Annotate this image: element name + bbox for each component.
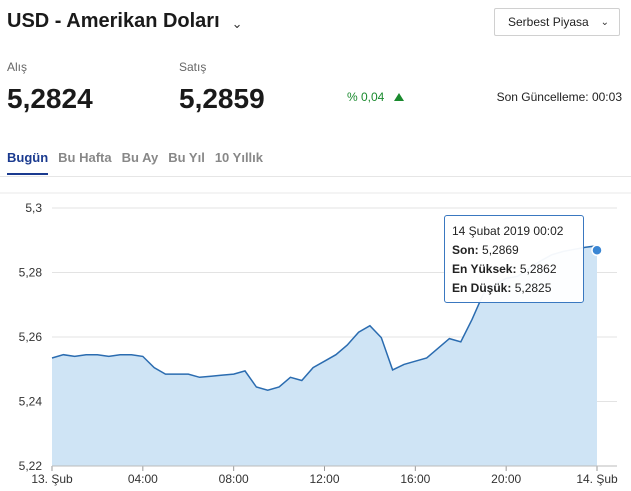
y-tick-label: 5,3 [25,201,42,215]
y-tick-label: 5,28 [19,266,43,280]
market-select[interactable]: Serbest Piyasa ⌄ [494,8,620,36]
x-tick-label: 12:00 [309,472,339,486]
x-tick-label: 13. Şub [31,472,73,486]
tooltip-son-label: Son: [452,243,479,257]
tooltip-son-value: 5,2869 [482,243,519,257]
x-tick-label: 04:00 [128,472,158,486]
y-tick-label: 5,22 [19,459,43,473]
tooltip-high-label: En Yüksek: [452,262,517,276]
tooltip-high-value: 5,2862 [519,262,557,276]
tooltip-date: 14 Şubat 2019 00:02 [452,224,564,238]
price-area [52,246,597,466]
last-update: Son Güncelleme: 00:03 [496,90,622,104]
tab-bu-yil[interactable]: Bu Yıl [168,150,205,165]
y-tick-label: 5,26 [19,330,43,344]
chart-tooltip: 14 Şubat 2019 00:02 Son: 5,2869 En Yükse… [444,215,584,303]
market-select-value: Serbest Piyasa [508,15,589,29]
triangle-up-icon [394,93,405,101]
tabs-divider [0,176,631,177]
tooltip-low-label: En Düşük: [452,281,512,295]
change-percent: % 0,04 [347,90,385,104]
tab-bugun[interactable]: Bugün [7,150,49,175]
buy-label: Alış [7,60,28,74]
tooltip-son-row: Son: 5,2869 [452,241,583,260]
chevron-down-icon[interactable]: ⌄ [231,15,243,31]
tab-bu-hafta[interactable]: Bu Hafta [58,150,112,165]
tooltip-high-row: En Yüksek: 5,2862 [452,260,583,279]
y-tick-label: 5,24 [19,395,43,409]
currency-title-row[interactable]: USD - Amerikan Doları ⌄ [7,10,243,33]
x-tick-label: 20:00 [491,472,521,486]
sell-label: Satış [179,60,207,74]
x-tick-label: 14. Şub [576,472,618,486]
tab-bu-ay[interactable]: Bu Ay [121,150,159,165]
tooltip-low-row: En Düşük: 5,2825 [452,279,583,298]
page-title: USD - Amerikan Doları [7,10,220,32]
change-indicator: % 0,04 [347,90,405,104]
period-tabs: Bugün Bu Hafta Bu Ay Bu Yıl 10 Yıllık [7,150,263,175]
sell-value: 5,2859 [179,83,265,114]
chevron-down-icon: ⌄ [600,16,609,28]
x-tick-label: 08:00 [219,472,249,486]
tab-10-yillik[interactable]: 10 Yıllık [214,150,264,165]
buy-value: 5,2824 [7,83,93,114]
current-point-marker [591,244,603,256]
tooltip-low-value: 5,2825 [514,281,552,295]
x-tick-label: 16:00 [400,472,430,486]
